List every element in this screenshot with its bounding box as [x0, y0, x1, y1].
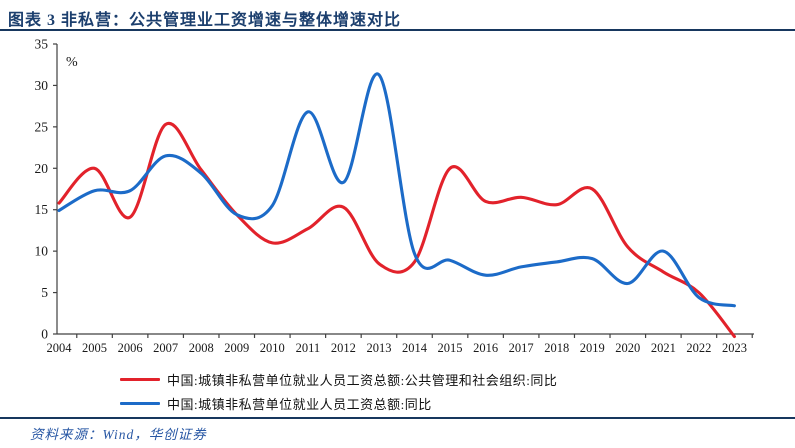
x-tick-label: 2019	[580, 341, 605, 355]
y-tick-label: 15	[35, 202, 49, 217]
y-axis-unit-label: %	[66, 55, 78, 70]
page-title: 图表 3 非私营：公共管理业工资增速与整体增速对比	[8, 12, 402, 29]
legend-label: 中国:城镇非私营单位就业人员工资总额:公共管理和社会组织:同比	[167, 373, 558, 388]
x-tick-label: 2016	[473, 341, 498, 355]
x-tick-label: 2017	[509, 341, 534, 355]
x-tick-label: 2022	[686, 341, 711, 355]
y-tick-label: 25	[35, 119, 49, 134]
x-tick-label: 2012	[331, 341, 356, 355]
x-tick-label: 2010	[260, 341, 285, 355]
x-tick-label: 2005	[82, 341, 107, 355]
y-tick-label: 20	[35, 161, 49, 176]
x-tick-label: 2009	[224, 341, 249, 355]
chart-legend: 中国:城镇非私营单位就业人员工资总额:公共管理和社会组织:同比 中国:城镇非私营单…	[120, 370, 557, 413]
footer-divider	[0, 417, 795, 419]
series-line-1	[57, 72, 736, 308]
source-note: 资料来源：Wind，华创证券	[30, 427, 207, 442]
x-tick-label: 2014	[402, 341, 428, 355]
y-tick-label: 30	[35, 78, 49, 93]
x-tick-label: 2021	[651, 341, 676, 355]
legend-line-swatch	[120, 402, 160, 405]
x-tick-label: 2023	[722, 341, 747, 355]
x-tick-label: 2018	[544, 341, 569, 355]
legend-line-swatch	[120, 378, 160, 381]
x-tick-label: 2013	[366, 341, 391, 355]
x-tick-label: 2015	[438, 341, 463, 355]
x-tick-label: 2004	[47, 341, 73, 355]
wage-growth-line-chart: 0 5 10 15 20 25 30 35% 2004 2005 2006 2007 2008 2009 2…	[35, 37, 754, 355]
series-line-0	[57, 121, 736, 339]
x-tick-label: 2020	[615, 341, 640, 355]
x-tick-label: 2011	[296, 341, 321, 355]
legend-item-1: 中国:城镇非私营单位就业人员工资总额:同比	[120, 394, 557, 413]
legend-label: 中国:城镇非私营单位就业人员工资总额:同比	[167, 397, 432, 412]
x-tick-label: 2008	[189, 341, 214, 355]
legend-item-0: 中国:城镇非私营单位就业人员工资总额:公共管理和社会组织:同比	[120, 370, 557, 389]
y-tick-label: 5	[41, 285, 48, 300]
y-tick-label: 10	[35, 244, 49, 259]
title-divider	[0, 29, 795, 31]
y-tick-label: 35	[35, 37, 49, 52]
x-tick-label: 2006	[118, 341, 143, 355]
x-tick-label: 2007	[153, 341, 178, 355]
y-tick-label: 0	[41, 327, 48, 342]
